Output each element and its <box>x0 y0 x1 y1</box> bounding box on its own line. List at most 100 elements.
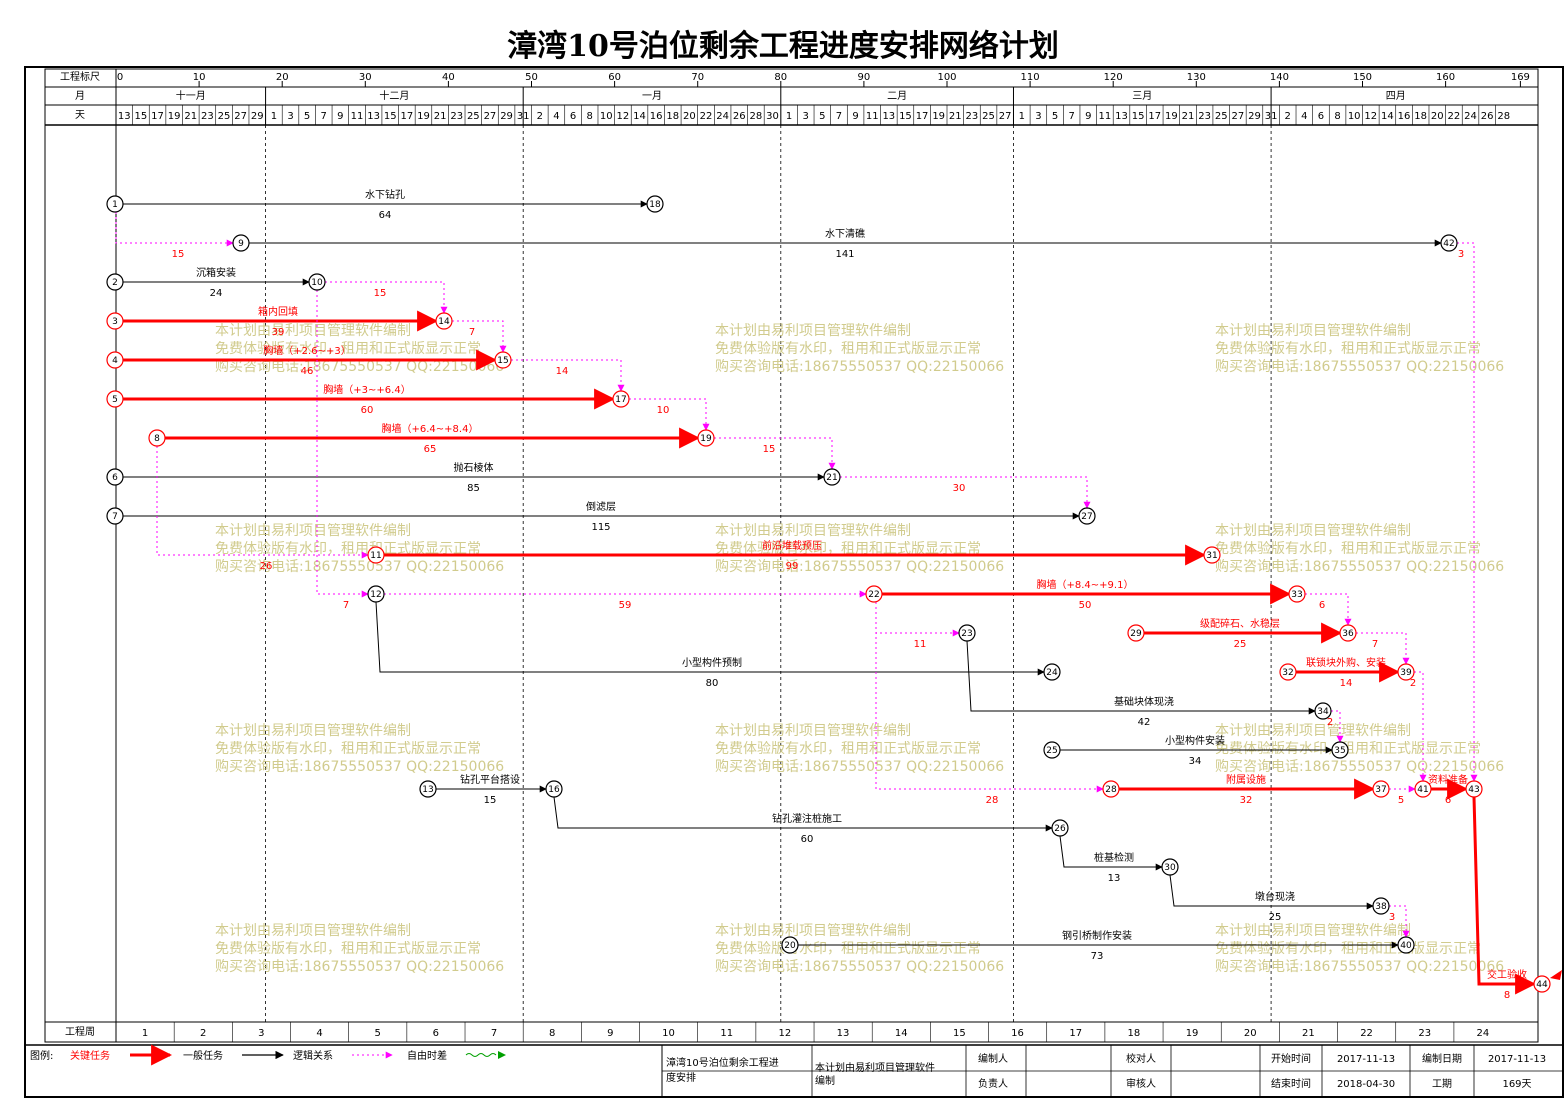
day-number: 18 <box>1414 111 1427 122</box>
day-number: 28 <box>749 111 762 122</box>
free-float-value: 30 <box>953 483 966 494</box>
day-number: 31 <box>517 111 530 122</box>
node-2: 2 <box>106 273 124 291</box>
day-number: 14 <box>633 111 646 122</box>
watermark-line1: 本计划由易利项目管理软件编制 <box>715 323 911 339</box>
free-float-value: 3 <box>1458 249 1464 260</box>
week-number: 13 <box>837 1028 850 1039</box>
node-number: 31 <box>1206 551 1217 561</box>
watermark-line2: 免费体验版有水印，租用和正式版显示正常 <box>715 941 981 957</box>
day-number: 23 <box>966 111 979 122</box>
day-number: 2 <box>1285 111 1291 122</box>
day-number: 21 <box>434 111 447 122</box>
task-name: 水下清礁 <box>825 227 865 240</box>
watermark-line2: 免费体验版有水印，租用和正式版显示正常 <box>215 541 481 557</box>
start-value: 2017-11-13 <box>1337 1054 1395 1065</box>
node-circle <box>545 780 563 798</box>
task-name: 钻孔平台搭设 <box>460 773 520 786</box>
day-number: 17 <box>1148 111 1161 122</box>
day-number: 20 <box>1431 111 1444 122</box>
end-label: 结束时间 <box>1271 1077 1311 1090</box>
scale-tick-label: 130 <box>1187 72 1206 83</box>
node-circle <box>1043 741 1061 759</box>
free-float-value: 6 <box>1319 600 1325 611</box>
task-arrow <box>1059 835 1163 871</box>
node-number: 32 <box>1282 668 1293 678</box>
node-circle <box>106 312 124 330</box>
task-duration: 24 <box>210 288 223 299</box>
node-3: 3 <box>106 312 124 330</box>
scale-tick-label: 30 <box>359 72 372 83</box>
week-number: 24 <box>1477 1028 1490 1039</box>
free-float-value: 2 <box>1327 717 1333 728</box>
watermark-line2: 免费体验版有水印，租用和正式版显示正常 <box>215 741 481 757</box>
float-arrow <box>875 602 960 637</box>
watermark-line3: 购买咨询电话:18675550537 QQ:22150066 <box>715 959 1004 975</box>
node-6: 6 <box>106 468 124 486</box>
day-number: 5 <box>304 111 310 122</box>
task-name: 箱内回填 <box>258 305 298 318</box>
node-34: 34 <box>1314 702 1332 720</box>
node-number: 15 <box>497 356 508 366</box>
week-number: 20 <box>1244 1028 1257 1039</box>
node-circle <box>1043 663 1061 681</box>
float-arrow <box>840 476 1091 509</box>
node-circle <box>1161 858 1179 876</box>
node-44: 44 <box>1533 975 1551 993</box>
day-number: 13 <box>118 111 131 122</box>
plot-frame <box>44 68 1539 1043</box>
float-arrow <box>316 290 369 598</box>
legend-label: 图例: <box>30 1049 53 1062</box>
free-float-value: 7 <box>343 600 349 611</box>
compiler-label: 编制人 <box>978 1052 1008 1065</box>
node-number: 13 <box>422 785 433 795</box>
scale-tick-label: 70 <box>691 72 704 83</box>
task-name: 水下钻孔 <box>365 188 405 201</box>
day-number: 23 <box>450 111 463 122</box>
week-number: 4 <box>316 1028 322 1039</box>
day-number: 22 <box>700 111 713 122</box>
free-float-value: 2 <box>1410 678 1416 689</box>
day-number: 26 <box>1481 111 1494 122</box>
node-number: 4 <box>112 356 118 366</box>
week-number: 5 <box>374 1028 380 1039</box>
month-name: 十一月 <box>176 89 206 102</box>
task-duration: 46 <box>301 366 314 377</box>
node-16: 16 <box>545 780 563 798</box>
day-number: 24 <box>716 111 729 122</box>
node-23: 23 <box>958 624 976 642</box>
scale-tick-label: 0 <box>117 72 123 83</box>
watermark-line1: 本计划由易利项目管理软件编制 <box>1215 723 1411 739</box>
float-arrow <box>629 398 710 431</box>
day-number: 2 <box>537 111 543 122</box>
node-circle <box>1414 780 1432 798</box>
scale-tick-label: 80 <box>774 72 787 83</box>
watermark-line1: 本计划由易利项目管理软件编制 <box>715 923 911 939</box>
node-circle <box>1203 546 1221 564</box>
task-name: 前沿堆载预压 <box>762 539 822 552</box>
legend-critical-label: 关键任务 <box>70 1049 110 1062</box>
float-arrow <box>1414 671 1427 782</box>
task-name: 资料准备 <box>1428 773 1468 786</box>
task-duration: 25 <box>1234 639 1247 650</box>
free-float-value: 5 <box>1398 795 1404 806</box>
watermark-line1: 本计划由易利项目管理软件编制 <box>1215 923 1411 939</box>
node-circle <box>823 468 841 486</box>
float-arrow <box>1305 593 1352 626</box>
week-number: 15 <box>953 1028 966 1039</box>
node-circle <box>106 468 124 486</box>
node-number: 14 <box>438 317 450 327</box>
node-40: 40 <box>1397 936 1415 954</box>
node-11: 11 <box>367 546 385 564</box>
day-number: 11 <box>351 111 364 122</box>
watermark-line2: 免费体验版有水印，租用和正式版显示正常 <box>1215 341 1481 357</box>
day-number: 11 <box>866 111 879 122</box>
day-number: 25 <box>467 111 480 122</box>
node-circle <box>1440 234 1458 252</box>
task-name: 钢引桥制作安装 <box>1062 929 1132 942</box>
task-name: 胸墙（+3~+6.4） <box>323 383 410 396</box>
task-duration: 65 <box>424 444 437 455</box>
day-number: 3 <box>803 111 809 122</box>
node-circle <box>419 780 437 798</box>
